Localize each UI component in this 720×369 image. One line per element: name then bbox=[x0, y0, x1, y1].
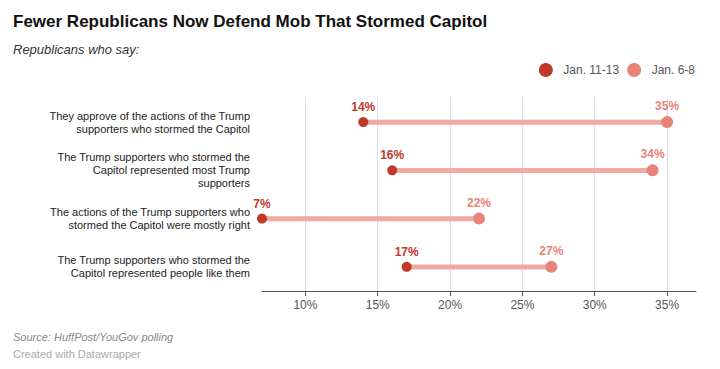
svg-text:Jan. 6-8: Jan. 6-8 bbox=[652, 63, 696, 77]
svg-text:The actions of the Trump suppo: The actions of the Trump supporters who bbox=[50, 206, 250, 218]
svg-text:10%: 10% bbox=[293, 298, 317, 312]
svg-text:7%: 7% bbox=[253, 197, 271, 211]
svg-text:The Trump supporters who storm: The Trump supporters who stormed the bbox=[57, 151, 250, 163]
svg-text:Jan. 11-13: Jan. 11-13 bbox=[563, 63, 619, 77]
svg-text:14%: 14% bbox=[351, 100, 375, 114]
svg-text:Republicans who say:: Republicans who say: bbox=[13, 42, 140, 57]
svg-text:supporters who stormed the Cap: supporters who stormed the Capitol bbox=[76, 123, 250, 135]
svg-text:The Trump supporters who storm: The Trump supporters who stormed the bbox=[57, 254, 250, 266]
svg-text:25%: 25% bbox=[510, 298, 534, 312]
svg-text:22%: 22% bbox=[467, 196, 491, 210]
svg-text:17%: 17% bbox=[395, 245, 419, 259]
svg-text:stormed the Capitol were mostl: stormed the Capitol were mostly right bbox=[68, 219, 250, 231]
svg-text:Source: HuffPost/YouGov pollin: Source: HuffPost/YouGov polling bbox=[13, 331, 174, 343]
svg-text:34%: 34% bbox=[641, 147, 665, 161]
svg-text:Fewer Republicans Now Defend M: Fewer Republicans Now Defend Mob That St… bbox=[13, 12, 487, 31]
svg-text:35%: 35% bbox=[655, 99, 679, 113]
svg-text:15%: 15% bbox=[366, 298, 390, 312]
svg-text:16%: 16% bbox=[380, 148, 404, 162]
svg-text:20%: 20% bbox=[438, 298, 462, 312]
svg-text:Created with Datawrapper: Created with Datawrapper bbox=[13, 348, 141, 360]
svg-text:30%: 30% bbox=[583, 298, 607, 312]
svg-text:35%: 35% bbox=[655, 298, 679, 312]
svg-text:supporters: supporters bbox=[198, 177, 250, 189]
svg-text:Capitol represented people lik: Capitol represented people like them bbox=[71, 267, 250, 279]
svg-text:Capitol represented most Trump: Capitol represented most Trump bbox=[93, 164, 250, 176]
svg-text:27%: 27% bbox=[539, 244, 563, 258]
svg-text:They approve of the actions of: They approve of the actions of the Trump bbox=[49, 110, 250, 122]
